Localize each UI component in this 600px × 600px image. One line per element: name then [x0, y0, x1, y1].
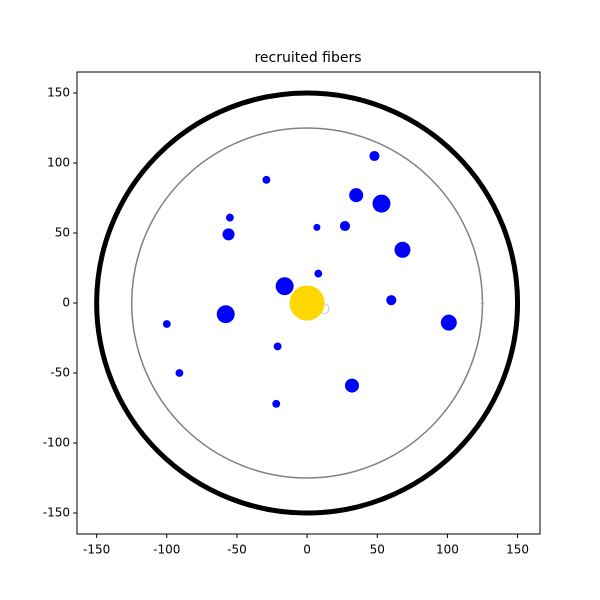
fiber	[349, 188, 364, 203]
y-tick-label: 50	[55, 226, 70, 240]
fiber	[262, 175, 271, 184]
x-tick-label: -100	[153, 543, 180, 557]
fiber	[216, 305, 235, 324]
fiber	[275, 277, 294, 296]
y-tick-label: -150	[43, 506, 70, 520]
fiber	[344, 378, 360, 393]
fiber	[480, 301, 485, 305]
x-tick-label: 150	[506, 543, 529, 557]
fiber	[339, 220, 351, 232]
y-tick-label: 150	[47, 86, 70, 100]
ring	[94, 90, 521, 516]
y-tick-label: 100	[47, 156, 70, 170]
fiber	[440, 314, 457, 331]
y-tick-label: -50	[50, 366, 70, 380]
y-tick-label: -100	[43, 436, 70, 450]
fiber	[226, 213, 234, 222]
x-tick-label: -150	[83, 543, 110, 557]
y-tick-label: 0	[62, 296, 70, 310]
fiber	[222, 228, 235, 241]
fiber	[369, 150, 380, 162]
fiber	[313, 223, 321, 231]
x-tick-label: 50	[370, 543, 385, 557]
plot-frame	[76, 71, 541, 535]
fiber	[289, 285, 325, 321]
x-tick-label: 100	[436, 543, 459, 557]
fiber	[273, 342, 282, 351]
fiber	[175, 369, 184, 377]
x-tick-label: -50	[227, 543, 247, 557]
fiber	[314, 269, 323, 278]
fiber	[386, 295, 397, 306]
x-tick-label: 0	[303, 543, 311, 557]
ring	[130, 127, 484, 479]
chart-title: recruited fibers	[254, 50, 361, 66]
fiber	[372, 194, 391, 213]
fiber	[272, 399, 281, 408]
fiber	[162, 320, 171, 328]
fiber	[394, 241, 411, 258]
